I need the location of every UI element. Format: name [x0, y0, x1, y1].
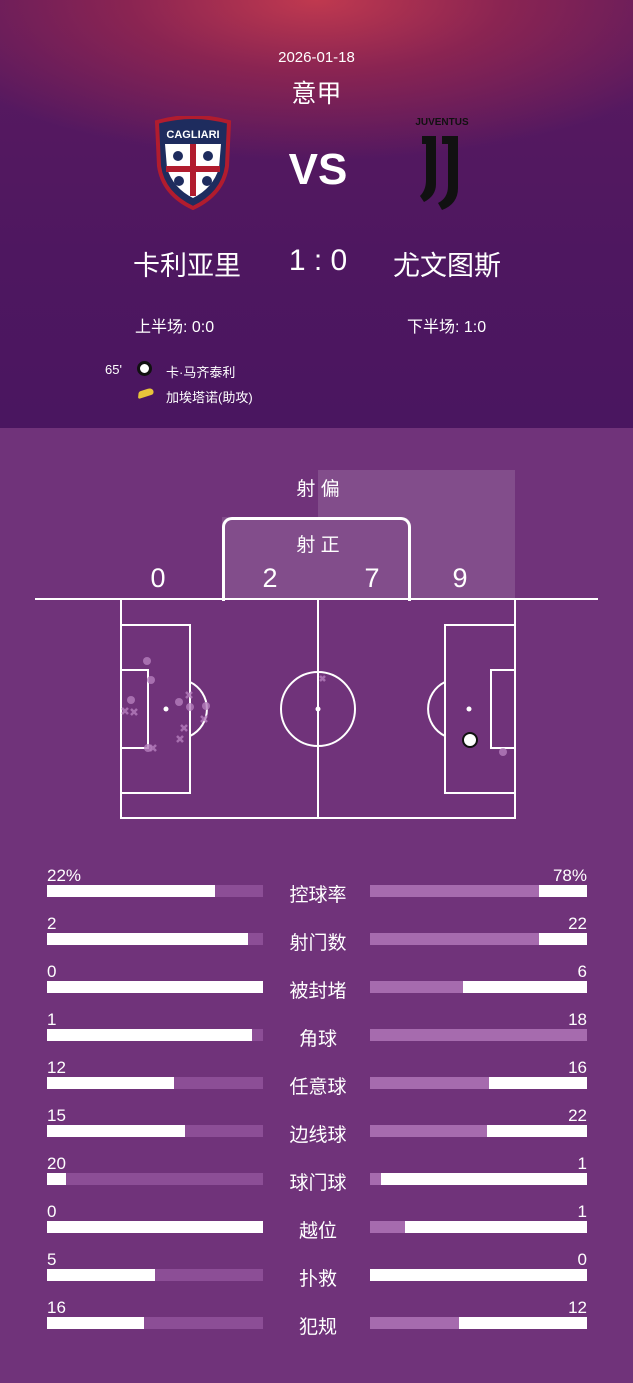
- stat-home-bar: [47, 1125, 263, 1137]
- stat-away-value: 12: [568, 1298, 587, 1317]
- stat-away-bar-fill: [463, 981, 587, 993]
- stat-name: 扑救: [298, 1269, 337, 1290]
- stat-away-value: 78%: [552, 866, 587, 885]
- home-on-target: 2: [262, 563, 278, 593]
- stat-home-bar-fill: [47, 885, 216, 897]
- juventus-logo: JUVENTUS: [415, 117, 469, 210]
- stat-away-value: 22: [568, 914, 587, 933]
- off-target-label: 射 偏: [296, 479, 340, 500]
- stat-home-bar-fill: [47, 1125, 186, 1137]
- shot-markers: [127, 657, 507, 756]
- stat-away-bar-fill: [539, 885, 587, 897]
- match-header: 2026-01-18 意甲 CAGLIARI VS JUVENTUS 卡利亚里 …: [0, 0, 633, 428]
- stat-home-bar-fill: [47, 1221, 263, 1233]
- stat-away-value: 18: [568, 1010, 587, 1029]
- stat-away-bar: [370, 1029, 587, 1041]
- score: 1 : 0: [288, 244, 348, 277]
- stat-home-bar-fill: [47, 1077, 175, 1089]
- stat-name: 射门数: [289, 933, 347, 954]
- stat-away-bar: [370, 1173, 587, 1185]
- stat-home-value: 22%: [47, 866, 82, 885]
- stat-name: 角球: [298, 1029, 337, 1050]
- stat-away-bar-fill: [380, 1173, 587, 1185]
- stat-home-value: 20: [47, 1154, 66, 1173]
- stat-home-value: 15: [47, 1106, 66, 1125]
- home-team-name: 卡利亚里: [133, 251, 241, 281]
- stat-home-bar-fill: [47, 981, 263, 993]
- stat-away-bar: [370, 1317, 587, 1329]
- match-date: 2026-01-18: [278, 49, 355, 66]
- cagliari-logo: CAGLIARI: [154, 116, 232, 210]
- league-name: 意甲: [291, 80, 342, 108]
- stat-away-value: 16: [568, 1058, 587, 1077]
- stat-home-bar: [47, 1173, 263, 1185]
- stat-name: 犯规: [298, 1317, 337, 1338]
- stat-home-bar-fill: [47, 1269, 155, 1281]
- stat-name: 越位: [298, 1221, 337, 1242]
- goal-scorer: 卡·马齐泰利: [166, 365, 236, 380]
- stat-home-value: 2: [47, 914, 57, 933]
- stat-away-value: 1: [577, 1154, 587, 1173]
- stat-home-value: 16: [47, 1298, 66, 1317]
- juventus-logo-text: JUVENTUS: [415, 117, 469, 128]
- stat-name: 被封堵: [289, 981, 347, 1002]
- goal-frame: [222, 517, 411, 601]
- stat-away-bar-fill: [487, 1125, 587, 1137]
- stat-away-bar-fill: [489, 1077, 587, 1089]
- stat-away-bar-fill: [404, 1221, 587, 1233]
- stat-home-bar-fill: [47, 1317, 145, 1329]
- stat-away-bar: [370, 1077, 587, 1089]
- stat-home-bar-fill: [47, 1173, 67, 1185]
- second-half-score: 下半场: 1:0: [407, 319, 487, 336]
- stat-home-bar-fill: [47, 1029, 253, 1041]
- stat-away-bar: [370, 981, 587, 993]
- stat-away-value: 22: [568, 1106, 587, 1125]
- stat-home-value: 0: [47, 962, 57, 981]
- goal-ball-icon: [462, 732, 478, 748]
- stat-home-value: 0: [47, 1202, 57, 1221]
- vs-label: VS: [288, 145, 348, 194]
- stat-name: 控球率: [289, 885, 347, 906]
- stat-home-bar: [47, 981, 263, 993]
- stat-home-bar: [47, 885, 263, 897]
- stat-home-bar: [47, 933, 263, 945]
- stat-away-bar-fill: [458, 1317, 587, 1329]
- stat-home-bar: [47, 1221, 263, 1233]
- pitch: [35, 598, 598, 819]
- stat-away-bar: [370, 1125, 587, 1137]
- stat-home-bar-fill: [47, 933, 248, 945]
- stat-away-bar-fill: [370, 1269, 587, 1281]
- stat-away-value: 0: [577, 1250, 587, 1269]
- boot-icon: [137, 386, 155, 400]
- off-target-area: [318, 470, 515, 599]
- stat-name: 球门球: [289, 1173, 347, 1194]
- away-on-target: 7: [364, 563, 380, 593]
- stat-home-bar: [47, 1077, 263, 1089]
- away-off-target: 9: [452, 563, 468, 593]
- first-half-score: 上半场: 0:0: [135, 319, 215, 336]
- stat-name: 任意球: [289, 1077, 347, 1098]
- stat-home-value: 12: [47, 1058, 66, 1077]
- stat-away-bar-fill: [539, 933, 587, 945]
- on-target-label: 射 正: [296, 535, 340, 556]
- away-team-name: 尤文图斯: [393, 251, 501, 281]
- cagliari-logo-text: CAGLIARI: [166, 129, 219, 141]
- stat-away-value: 1: [577, 1202, 587, 1221]
- stat-home-bar: [47, 1029, 263, 1041]
- on-target-area: [222, 517, 318, 599]
- event-minute: 65': [105, 362, 122, 377]
- stat-home-value: 5: [47, 1250, 57, 1269]
- stat-away-bar: [370, 1221, 587, 1233]
- stat-away-bar: [370, 933, 587, 945]
- assist-player: 加埃塔诺(助攻): [166, 390, 253, 405]
- stat-away-bar: [370, 1269, 587, 1281]
- stat-away-value: 6: [577, 962, 587, 981]
- soccer-ball-icon: [137, 361, 152, 376]
- stat-away-bar: [370, 885, 587, 897]
- stat-home-bar: [47, 1317, 263, 1329]
- stat-home-value: 1: [47, 1010, 57, 1029]
- stat-home-bar: [47, 1269, 263, 1281]
- home-off-target: 0: [150, 563, 166, 593]
- stat-name: 边线球: [289, 1125, 347, 1146]
